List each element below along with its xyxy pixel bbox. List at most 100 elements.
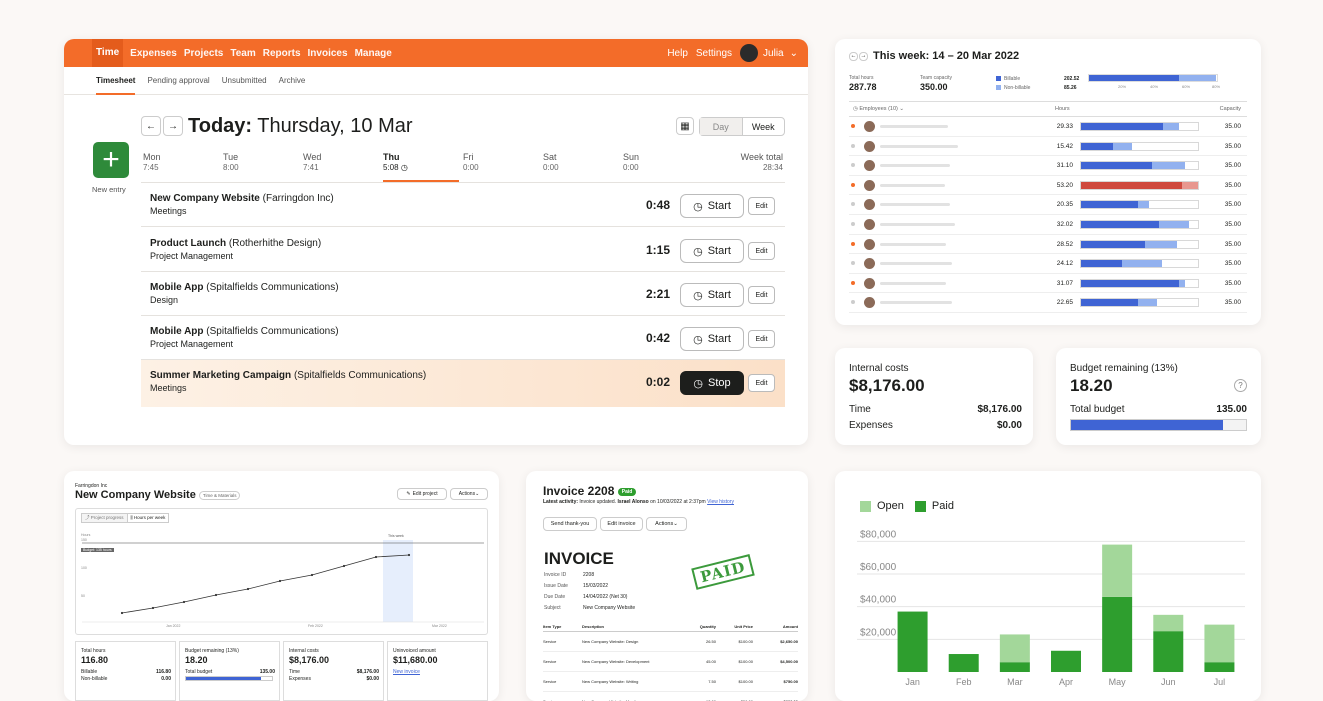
avatar[interactable] [740, 44, 759, 62]
invoice-heading: INVOICE [544, 549, 614, 568]
edit-entry-button[interactable]: Edit [748, 330, 775, 348]
employee-row[interactable]: 31.10 35.00 [849, 156, 1247, 176]
employees-filter[interactable]: ◷ Employees (10) ⌄ [853, 106, 904, 112]
start-timer-button[interactable]: ◷ Start [680, 194, 744, 218]
tab-hours-per-week[interactable]: ⫼ Hours per week [126, 513, 170, 523]
bar-paid-jul[interactable] [1204, 662, 1235, 672]
time-entry-row[interactable]: Mobile App (Spitalfields Communications)… [141, 316, 785, 360]
nav-invoices[interactable]: Invoices [307, 47, 348, 59]
bar-open-jun[interactable] [1153, 614, 1184, 632]
nav-time[interactable]: Time [92, 39, 124, 67]
tab-archive[interactable]: Archive [278, 75, 306, 85]
progress-point [374, 555, 378, 559]
bar-open-mar[interactable] [999, 634, 1030, 663]
time-entry-row[interactable]: Product Launch (Rotherhithe Design) Proje… [141, 228, 785, 272]
bar-nonbillable [1162, 123, 1180, 130]
new-invoice-link[interactable]: New invoice [393, 669, 420, 675]
day-fri[interactable]: Fri 0:00 [463, 152, 479, 172]
tab-unsubmitted[interactable]: Unsubmitted [221, 75, 267, 85]
employee-name-placeholder [880, 281, 946, 285]
start-timer-button[interactable]: ◷ Start [680, 327, 744, 351]
time-entry-row[interactable]: New Company Website (Farringdon Inc) Meet… [141, 183, 785, 227]
x-tick-label: Mar [1007, 677, 1023, 687]
calendar-icon[interactable]: ▦ [676, 117, 694, 135]
invoice-actions-button[interactable]: Actions ⌄ [646, 517, 687, 531]
invoice-meta-row: Issue Date 15/03/2022 [544, 583, 664, 589]
bar-billable [1081, 123, 1163, 130]
day-wed[interactable]: Wed 7:41 [303, 152, 321, 172]
day-sun[interactable]: Sun 0:00 [623, 152, 639, 172]
time-entry-row[interactable]: Mobile App (Spitalfields Communications)… [141, 272, 785, 316]
new-entry-button[interactable]: + [93, 142, 129, 178]
employee-row[interactable]: 53.20 35.00 [849, 176, 1247, 196]
send-thank-you-button[interactable]: Send thank-you [543, 517, 597, 531]
edit-entry-button[interactable]: Edit [748, 374, 775, 392]
entry-task: Meetings [150, 206, 187, 216]
employee-name-placeholder [880, 183, 945, 187]
entry-task: Design [150, 295, 179, 305]
employee-row[interactable]: 15.42 35.00 [849, 137, 1247, 157]
employee-row[interactable]: 29.33 35.00 [849, 117, 1247, 137]
view-day-button[interactable]: Day [700, 118, 743, 135]
avatar [864, 258, 875, 270]
entry-project: Mobile App (Spitalfields Communications) [150, 282, 339, 293]
project-panel: Farringdon Inc New Company Website Time … [64, 471, 499, 701]
nonbillable-legend: Non-billable [1004, 85, 1031, 91]
project-actions-button[interactable]: Actions ⌄ [450, 488, 488, 500]
edit-entry-button[interactable]: Edit [748, 242, 775, 260]
bar-paid-feb[interactable] [948, 654, 979, 672]
edit-entry-button[interactable]: Edit [748, 197, 775, 215]
tab-timesheet[interactable]: Timesheet [96, 67, 136, 95]
bar-paid-jun[interactable] [1153, 631, 1184, 672]
employee-row[interactable]: 20.35 35.00 [849, 195, 1247, 215]
employee-capacity: 35.00 [1224, 201, 1241, 209]
bar-paid-may[interactable] [1102, 596, 1133, 672]
nav-manage[interactable]: Manage [354, 47, 392, 59]
day-sat[interactable]: Sat 0:00 [543, 152, 559, 172]
nav-projects[interactable]: Projects [183, 47, 224, 59]
time-entry-row[interactable]: Summer Marketing Campaign (Spitalfields … [141, 360, 785, 407]
view-week-button[interactable]: Week [751, 121, 775, 132]
day-tue[interactable]: Tue 8:00 [223, 152, 239, 172]
stop-timer-button[interactable]: ◷ Stop [680, 371, 744, 395]
bar-paid-apr[interactable] [1051, 650, 1081, 672]
nav-reports[interactable]: Reports [262, 47, 301, 59]
day-thu[interactable]: Thu 5:08 ◷ [383, 152, 459, 182]
entry-duration: 0:42 [645, 331, 670, 345]
employee-row[interactable]: 24.12 35.00 [849, 254, 1247, 274]
x-tick-label: Jan [905, 677, 920, 687]
employee-row[interactable]: 32.02 35.00 [849, 215, 1247, 235]
tab-pending-approval[interactable]: Pending approval [147, 75, 210, 85]
new-entry-label: New entry [92, 185, 126, 194]
employee-row[interactable]: 22.65 35.00 [849, 293, 1247, 313]
employee-row[interactable]: 28.52 35.00 [849, 235, 1247, 255]
help-link[interactable]: Help [667, 47, 688, 59]
edit-invoice-button[interactable]: Edit invoice [600, 517, 643, 531]
chevron-down-icon[interactable]: ⌄ [789, 47, 798, 59]
user-name[interactable]: Julia [763, 47, 784, 59]
prev-week-button[interactable]: ← [849, 51, 858, 61]
bar-paid-mar[interactable] [999, 662, 1030, 672]
employee-hours-bar [1080, 278, 1199, 288]
prev-day-button[interactable]: ← [141, 116, 161, 136]
edit-project-button[interactable]: ✎ Edit project [397, 488, 447, 500]
next-week-button[interactable]: → [859, 51, 868, 61]
employee-row[interactable]: 31.07 35.00 [849, 274, 1247, 294]
bar-open-jul[interactable] [1204, 624, 1235, 663]
invoice-cell: New Company Website: Development [582, 659, 650, 664]
nav-expenses[interactable]: Expenses [130, 47, 177, 59]
edit-entry-button[interactable]: Edit [748, 286, 775, 304]
bar-paid-jan[interactable] [897, 611, 928, 672]
start-timer-button[interactable]: ◷ Start [680, 283, 744, 307]
settings-link[interactable]: Settings [695, 47, 733, 59]
next-day-button[interactable]: → [163, 116, 183, 136]
help-icon[interactable]: ? [1234, 379, 1247, 392]
bar-open-may[interactable] [1102, 544, 1133, 597]
start-timer-button[interactable]: ◷ Start [680, 239, 744, 263]
view-history-link[interactable]: View history [707, 499, 734, 505]
day-mon[interactable]: Mon 7:45 [143, 152, 161, 172]
budget-remaining-card: Budget remaining (13%) 18.20 ? Total bud… [1056, 348, 1261, 445]
invoice-cell: New Company Website: Writing [582, 679, 639, 684]
week-total: Week total 28:34 [741, 152, 783, 172]
nav-team[interactable]: Team [230, 47, 256, 59]
